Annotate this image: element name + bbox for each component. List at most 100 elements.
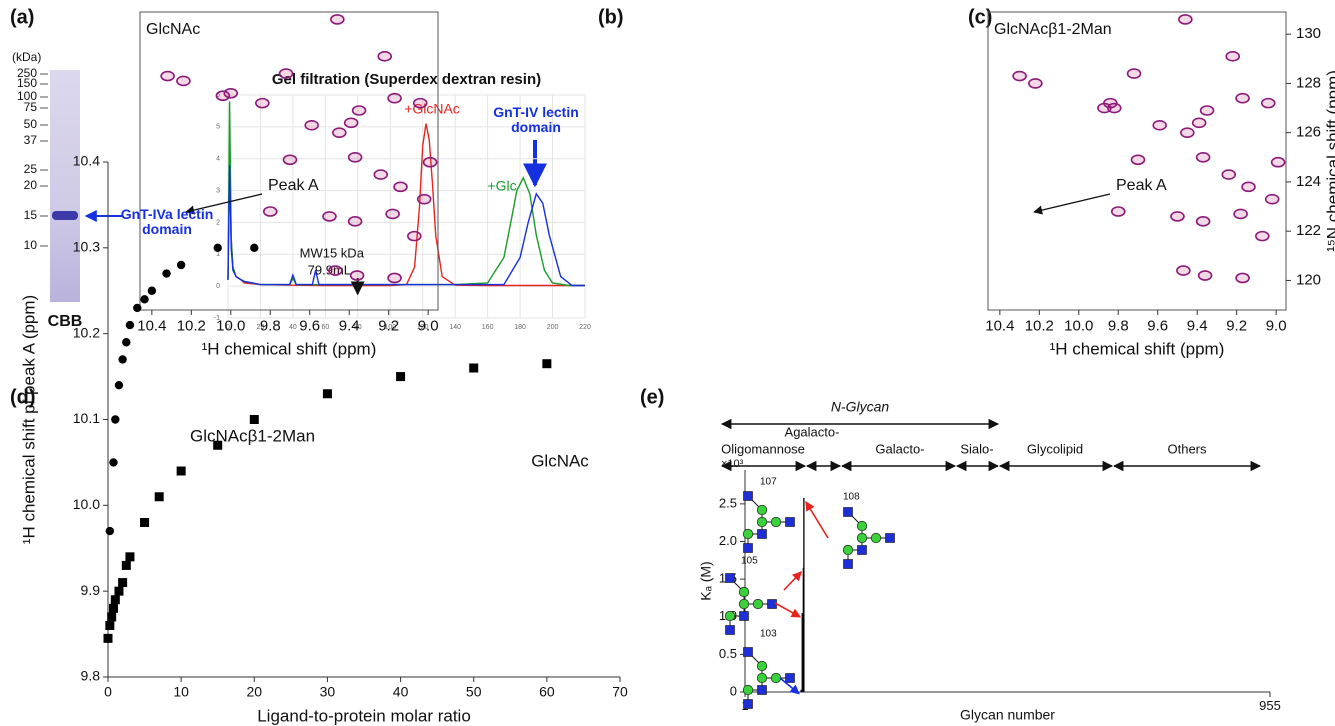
group-label: Others <box>1167 441 1207 456</box>
group-label: Galacto- <box>875 441 924 456</box>
y-tick-label: 10.0 <box>73 496 100 512</box>
glycan-man <box>738 598 750 610</box>
glycan-arrow <box>783 571 802 591</box>
x-tick-label: 10.0 <box>216 317 245 334</box>
point <box>154 492 164 502</box>
chart-title: GlcNAcβ1-2Man <box>994 21 1112 38</box>
nmr-peak <box>385 208 400 220</box>
x-axis-label: Ligand-to-protein molar ratio <box>257 706 471 725</box>
nmr-peak <box>1235 92 1250 104</box>
glycan-arrow <box>805 501 829 539</box>
nmr-peak <box>1221 169 1237 180</box>
x-tick-label: 30 <box>320 683 336 699</box>
point <box>140 518 150 527</box>
glycan-glcnac <box>725 573 735 583</box>
marker-label: 50 <box>24 117 38 131</box>
nmr-peak <box>347 216 363 227</box>
glycan-glcnac <box>743 647 753 657</box>
glycan-glcnac <box>857 545 867 555</box>
y-axis-label: ¹⁵N chemical shift (ppm) <box>1323 70 1335 252</box>
marker-label: 100 <box>17 89 37 103</box>
glycan-man <box>752 598 764 610</box>
glycan-glcnac <box>885 533 895 543</box>
nmr-peak <box>262 206 278 217</box>
x-tick-label: 9.8 <box>260 317 281 334</box>
nmr-peak <box>1199 105 1215 116</box>
x-tick-label: 9.4 <box>339 317 360 334</box>
x-tick-label: 10.4 <box>985 317 1014 334</box>
gel-band <box>52 211 78 220</box>
y-tick-label: 3 <box>216 187 220 194</box>
glycan-man <box>738 586 750 598</box>
gel-unit: (kDa) <box>12 50 41 64</box>
y-axis-label: Kₐ (M) <box>698 561 714 600</box>
panel-label: (b) <box>598 6 624 28</box>
y-tick-label: 120 <box>1296 271 1321 288</box>
y-tick-label: 130 <box>1296 25 1321 42</box>
glycan-man <box>870 532 882 544</box>
glycan-glcnac <box>843 507 853 517</box>
x-tick-label: 200 <box>547 324 559 331</box>
stain-label: CBB <box>48 313 83 330</box>
point <box>250 243 259 253</box>
y-tick-label: 126 <box>1296 124 1321 141</box>
nmr-peak <box>1255 230 1270 242</box>
group-label: Sialo- <box>960 441 993 456</box>
glycan-number: 105 <box>741 556 758 567</box>
x-tick-label: 9.6 <box>1147 317 1168 334</box>
group-label: Glycolipid <box>1027 441 1083 456</box>
x-tick-label: 9.2 <box>378 317 399 334</box>
glycan-man <box>756 660 768 672</box>
glycan-man <box>856 532 868 544</box>
nmr-peak <box>1178 14 1193 25</box>
point <box>249 415 259 424</box>
nmr-peak <box>349 270 365 281</box>
glycan-man <box>742 684 754 696</box>
nmr-peak <box>304 119 319 131</box>
y-axis-label: ¹H chemical shift pf peak A (ppm) <box>19 295 38 544</box>
marker-label: 37 <box>24 133 38 147</box>
y-tick-label: 2.0 <box>719 533 737 548</box>
glycan-arrow <box>774 602 802 618</box>
y-tick-label: 122 <box>1296 222 1321 239</box>
annotation-arrow <box>185 193 263 215</box>
point <box>122 338 131 347</box>
plot-frame <box>139 11 439 311</box>
point <box>118 578 128 588</box>
nmr-peak <box>1126 68 1142 79</box>
point <box>108 603 118 613</box>
series-line <box>227 165 585 287</box>
nmr-peak <box>1264 193 1280 205</box>
point <box>176 260 186 270</box>
nmr-peak <box>328 265 343 276</box>
panel-label: (d) <box>10 386 36 408</box>
marker-label: 250 <box>17 66 37 80</box>
y-tick-label: 9.9 <box>81 582 101 598</box>
glycan-number: 108 <box>843 492 860 503</box>
series-label: GnT-IV lectin domain <box>493 104 579 136</box>
glycan-man <box>756 516 768 528</box>
nmr-peak <box>351 105 367 116</box>
x-tick-label: 70 <box>612 683 628 699</box>
x-tick-label: 50 <box>466 683 482 699</box>
band-label: GnT-IVa lectin domain <box>120 206 214 238</box>
x-tick-label: 180 <box>514 324 526 331</box>
point <box>121 560 131 570</box>
glycan-man <box>770 516 782 528</box>
glycan-number: 103 <box>760 629 777 640</box>
nmr-peak <box>343 117 359 129</box>
x-tick-label: 9.0 <box>418 317 439 334</box>
point <box>469 363 479 373</box>
series-label: +Glc <box>487 178 516 194</box>
x-tick-label: 9.2 <box>1226 317 1247 334</box>
glycan-glcnac <box>843 559 853 569</box>
glycan-man <box>742 528 754 540</box>
panel-label: (c) <box>968 6 992 28</box>
x-tick-label: 955 <box>1259 698 1281 713</box>
x-tick-label: 10.4 <box>137 317 166 334</box>
glycan-glcnac <box>725 625 735 635</box>
glycan-arrow <box>779 677 800 695</box>
point <box>125 320 135 330</box>
x-axis-label: ¹H chemical shift (ppm) <box>1050 339 1225 358</box>
series-label: GlcNAcβ1-2Man <box>190 426 315 445</box>
